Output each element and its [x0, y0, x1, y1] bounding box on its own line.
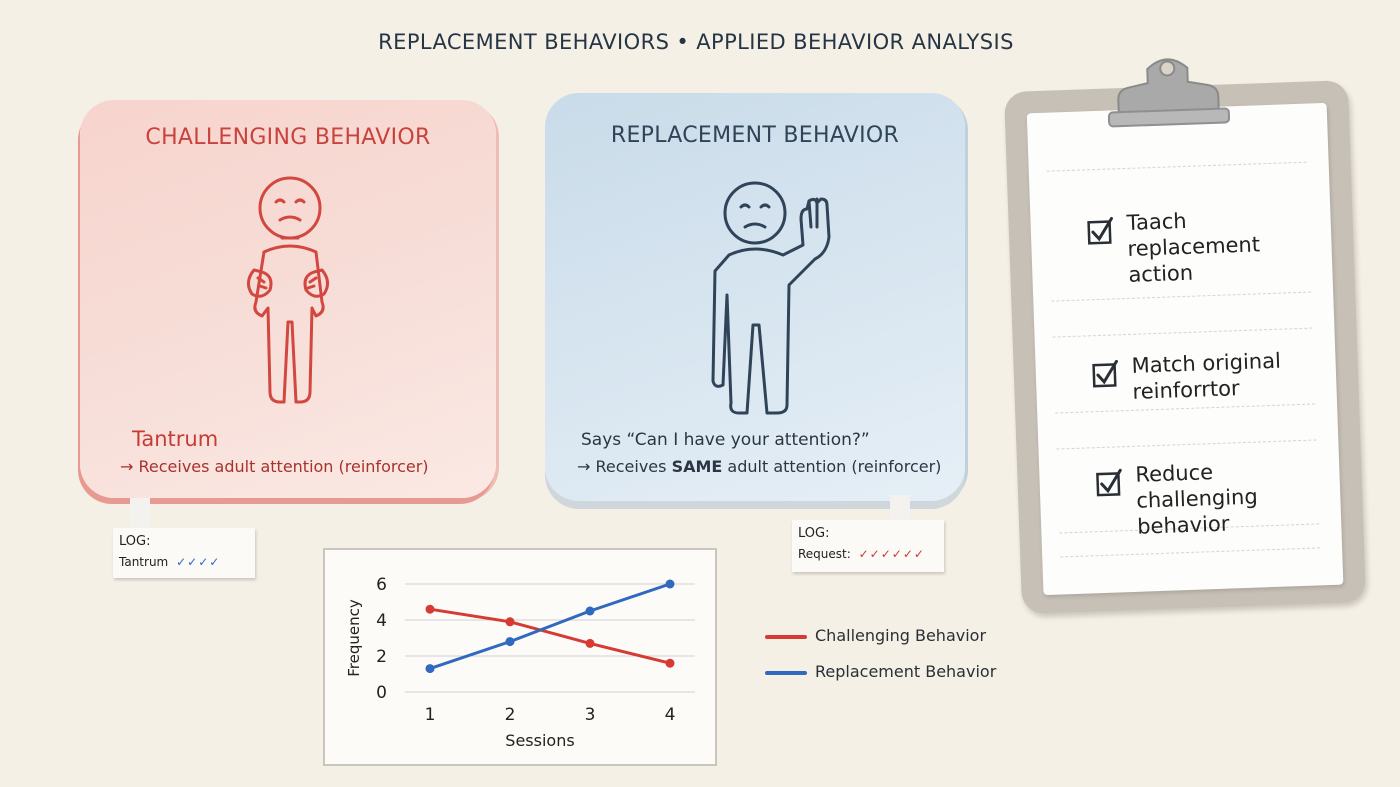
replacement-log: LOG: Request: ✓✓✓✓✓✓: [792, 520, 944, 572]
checklist-paper: Taach replacement action Match original …: [1026, 102, 1344, 596]
x-tick-label: 1: [425, 705, 436, 725]
data-point: [425, 664, 435, 674]
challenging-behavior-name: Tantrum: [132, 427, 219, 451]
checked-box-icon: [1087, 216, 1113, 245]
data-point: [425, 604, 435, 614]
legend-label: Replacement Behavior: [815, 662, 997, 681]
data-point: [505, 617, 515, 627]
data-point: [585, 638, 595, 648]
x-tick-label: 2: [505, 705, 516, 725]
replacement-behavior-name: Says “Can I have your attention?”: [581, 430, 870, 450]
checklist-text: Match original reinforrtor: [1131, 348, 1282, 404]
data-point: [505, 637, 515, 647]
frequency-chart: 0 2 4 6 1 2 3 4 Sessions Frequency: [323, 548, 717, 766]
x-axis-label: Sessions: [505, 731, 574, 750]
y-tick-label: 2: [376, 647, 387, 667]
upset-figure-icon: [247, 176, 329, 404]
checklist-item: Match original reinforrtor: [1092, 346, 1315, 404]
y-tick-label: 6: [376, 575, 387, 595]
log-hanger: [130, 498, 150, 528]
clipboard-clip-icon: [1107, 58, 1231, 128]
x-tick-label: 3: [585, 705, 596, 725]
log-hanger: [890, 495, 910, 525]
checklist-text: Reduce challenging behavior: [1135, 460, 1259, 539]
replacement-result: → Receives SAME adult attention (reinfor…: [577, 457, 942, 476]
challenging-log: LOG: Tantrum ✓✓✓✓: [113, 528, 255, 578]
checklist-text: Taach replacement action: [1126, 208, 1261, 287]
y-tick-label: 4: [376, 611, 387, 631]
log-label: LOG:: [119, 534, 151, 549]
data-point: [665, 579, 675, 589]
log-entry: Tantrum ✓✓✓✓: [119, 555, 221, 569]
y-tick-label: 0: [376, 683, 387, 703]
challenging-result: → Receives adult attention (reinforcer): [120, 457, 429, 476]
legend-item-replacement: Replacement Behavior: [765, 661, 1025, 683]
replacement-behavior-card: REPLACEMENT BEHAVIOR Says “Can I have yo…: [545, 93, 965, 501]
data-point: [585, 606, 595, 616]
checklist-item: Reduce challenging behavior: [1096, 455, 1319, 539]
legend-swatch: [765, 635, 807, 639]
x-tick-label: 4: [665, 705, 676, 725]
replacement-heading: REPLACEMENT BEHAVIOR: [610, 123, 900, 148]
checklist-item: Taach replacement action: [1087, 204, 1310, 287]
raising-hand-figure-icon: [711, 181, 831, 415]
page-title: REPLACEMENT BEHAVIORS • APPLIED BEHAVIOR…: [378, 30, 1014, 54]
challenging-behavior-card: CHALLENGING BEHAVIOR Tantrum → Receives …: [80, 100, 496, 498]
data-point: [665, 658, 675, 668]
line-chart: 0 2 4 6 1 2 3 4 Sessions Frequency: [345, 575, 695, 750]
legend-label: Challenging Behavior: [815, 626, 987, 645]
clipboard: Taach replacement action Match original …: [1003, 58, 1367, 614]
checked-box-icon: [1096, 468, 1122, 497]
tally-marks: ✓✓✓✓✓✓: [858, 547, 925, 561]
y-axis-label: Frequency: [345, 599, 363, 677]
log-entry: Request: ✓✓✓✓✓✓: [798, 547, 925, 561]
checked-box-icon: [1092, 359, 1118, 388]
challenging-heading: CHALLENGING BEHAVIOR: [145, 125, 431, 150]
series-line-2: [428, 582, 672, 671]
tally-marks: ✓✓✓✓: [176, 555, 221, 569]
legend-item-challenging: Challenging Behavior: [765, 625, 1025, 647]
series-line-1: [428, 607, 672, 665]
log-label: LOG:: [798, 526, 830, 541]
legend-swatch: [765, 671, 807, 675]
